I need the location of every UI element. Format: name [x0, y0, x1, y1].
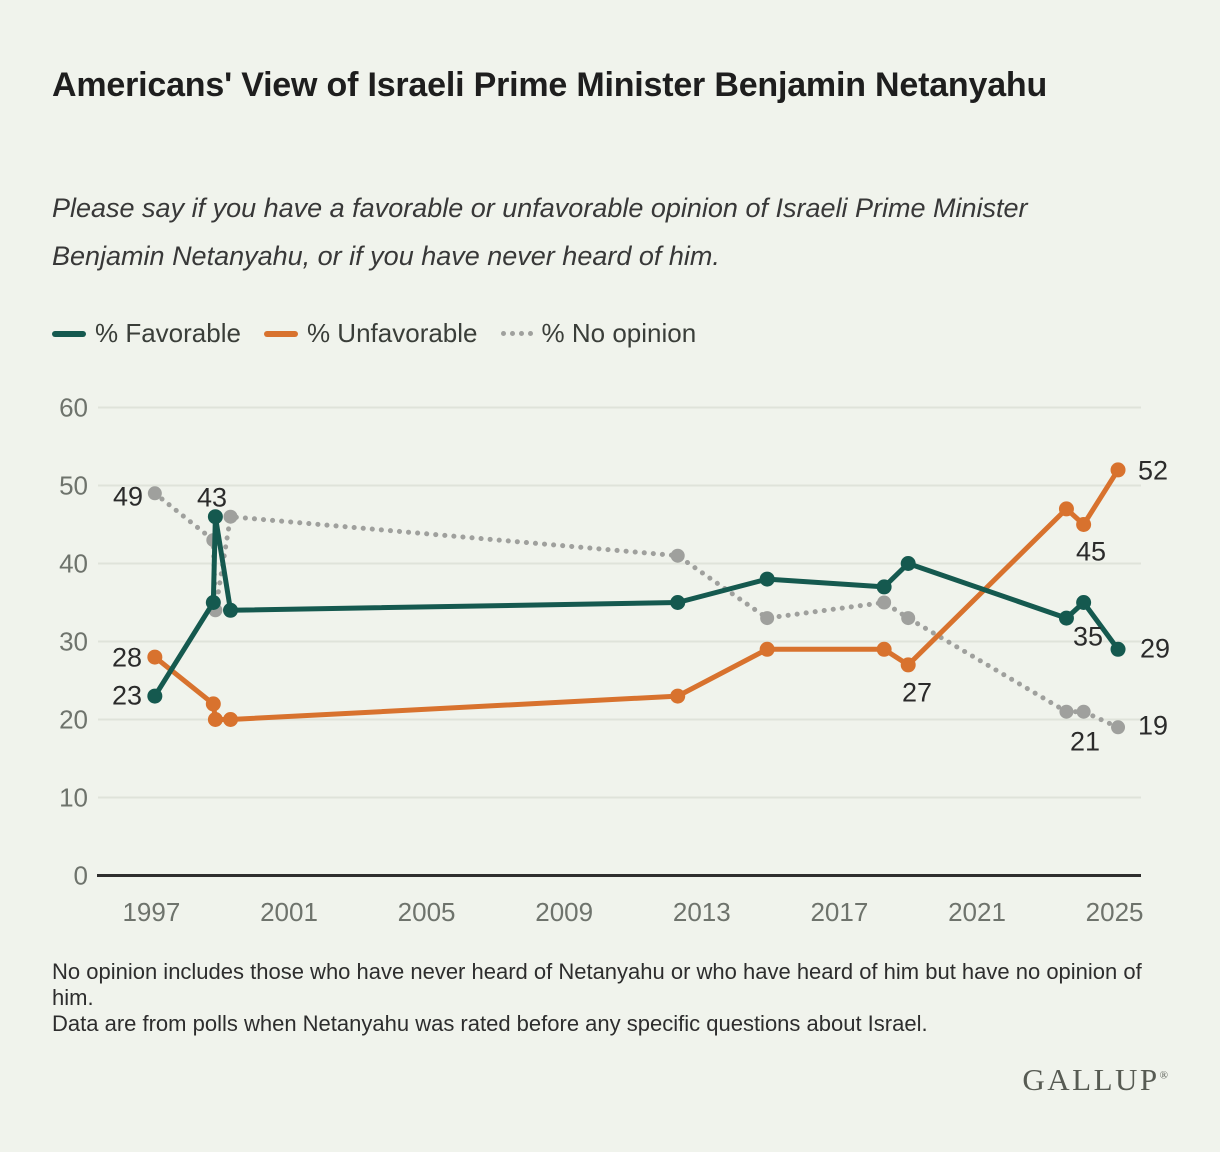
series-no-opinion-point: [670, 548, 685, 563]
series-favorable-point: [876, 579, 892, 595]
series-no-opinion-point: [1076, 704, 1091, 719]
series-favorable-point: [1058, 610, 1074, 626]
x-tick-label: 1997: [122, 897, 180, 927]
legend-item-unfavorable: % Unfavorable: [263, 318, 478, 349]
x-tick-label: 2009: [535, 897, 593, 927]
legend-label: % No opinion: [541, 318, 697, 348]
unfavorable-line-swatch-icon: [263, 330, 298, 337]
chart-subtitle: Please say if you have a favorable or un…: [52, 193, 1028, 271]
x-tick-label: 2013: [673, 897, 731, 927]
series-favorable-point: [1110, 641, 1126, 657]
series-no-opinion-point: [147, 486, 162, 501]
point-label: 23: [112, 681, 142, 711]
series-favorable-point: [207, 509, 223, 525]
no-opinion-dotted-swatch-icon: [500, 331, 533, 337]
series-unfavorable-point: [876, 641, 892, 657]
series-unfavorable-point: [223, 712, 239, 727]
series-no-opinion-point: [901, 611, 916, 626]
series-no-opinion-point: [223, 509, 238, 524]
footnote-data-source: Data are from polls when Netanyahu was r…: [52, 1011, 928, 1036]
x-tick-label: 2005: [398, 897, 456, 927]
gallup-logo: GALLUP®: [1022, 1062, 1168, 1097]
point-label: 52: [1138, 456, 1168, 486]
point-label: 49: [113, 482, 143, 512]
series-unfavorable-point: [207, 712, 223, 727]
series-unfavorable-point: [1058, 501, 1074, 517]
y-tick-label: 60: [59, 393, 88, 423]
footnote-no-opinion-definition: No opinion includes those who have never…: [52, 959, 1142, 1010]
series-unfavorable-line: [152, 467, 1121, 722]
legend-item-favorable: % Favorable: [52, 318, 241, 349]
series-unfavorable-point: [759, 641, 775, 657]
x-tick-label: 2017: [810, 897, 868, 927]
series-unfavorable-point: [205, 696, 221, 712]
x-tick-label: 2025: [1086, 897, 1144, 927]
x-tick-label: 2001: [260, 897, 318, 927]
point-label: 35: [1073, 622, 1103, 652]
point-label: 28: [112, 643, 142, 673]
series-no-opinion-point: [1111, 720, 1126, 735]
series-favorable-point: [900, 556, 916, 571]
legend-item-no-opinion: % No opinion: [500, 318, 697, 349]
series-favorable-line: [152, 514, 1121, 699]
y-tick-label: 40: [59, 549, 88, 579]
y-tick-label: 10: [59, 783, 88, 813]
series-favorable-point: [205, 595, 221, 610]
chart-legend: % Favorable % Unfavorable % No opinion: [52, 318, 696, 349]
y-tick-label: 50: [59, 471, 88, 501]
series-unfavorable-point: [1076, 517, 1092, 532]
point-label: 45: [1076, 537, 1106, 567]
series-no-opinion-point: [1059, 704, 1074, 719]
series-no-opinion-point: [760, 611, 775, 626]
page-title: Americans' View of Israeli Prime Ministe…: [52, 66, 1048, 104]
point-label: 21: [1070, 727, 1100, 757]
legend-label: % Unfavorable: [306, 318, 478, 348]
point-label: 43: [197, 483, 227, 513]
series-unfavorable-point: [1110, 462, 1126, 478]
series-no-opinion-point: [877, 595, 892, 610]
y-tick-label: 30: [59, 627, 88, 657]
y-tick-label: 0: [74, 861, 88, 891]
series-unfavorable-point: [147, 649, 163, 665]
series-favorable-point: [147, 688, 163, 704]
series-unfavorable-point: [670, 688, 686, 704]
favorable-line-swatch-icon: [52, 330, 86, 337]
footnotes: No opinion includes those who have never…: [52, 959, 1142, 1037]
series-favorable-point: [670, 595, 686, 610]
point-label: 29: [1140, 634, 1170, 664]
series-favorable-point: [223, 602, 239, 618]
series-favorable-point: [759, 571, 775, 587]
x-tick-label: 2021: [948, 897, 1006, 927]
y-tick-label: 20: [59, 705, 88, 735]
registered-mark: ®: [1159, 1069, 1168, 1082]
legend-label: % Favorable: [95, 318, 241, 348]
series-favorable-point: [1076, 595, 1092, 610]
point-label: 19: [1138, 711, 1168, 741]
series-unfavorable-point: [900, 657, 916, 673]
point-label: 27: [902, 678, 932, 708]
